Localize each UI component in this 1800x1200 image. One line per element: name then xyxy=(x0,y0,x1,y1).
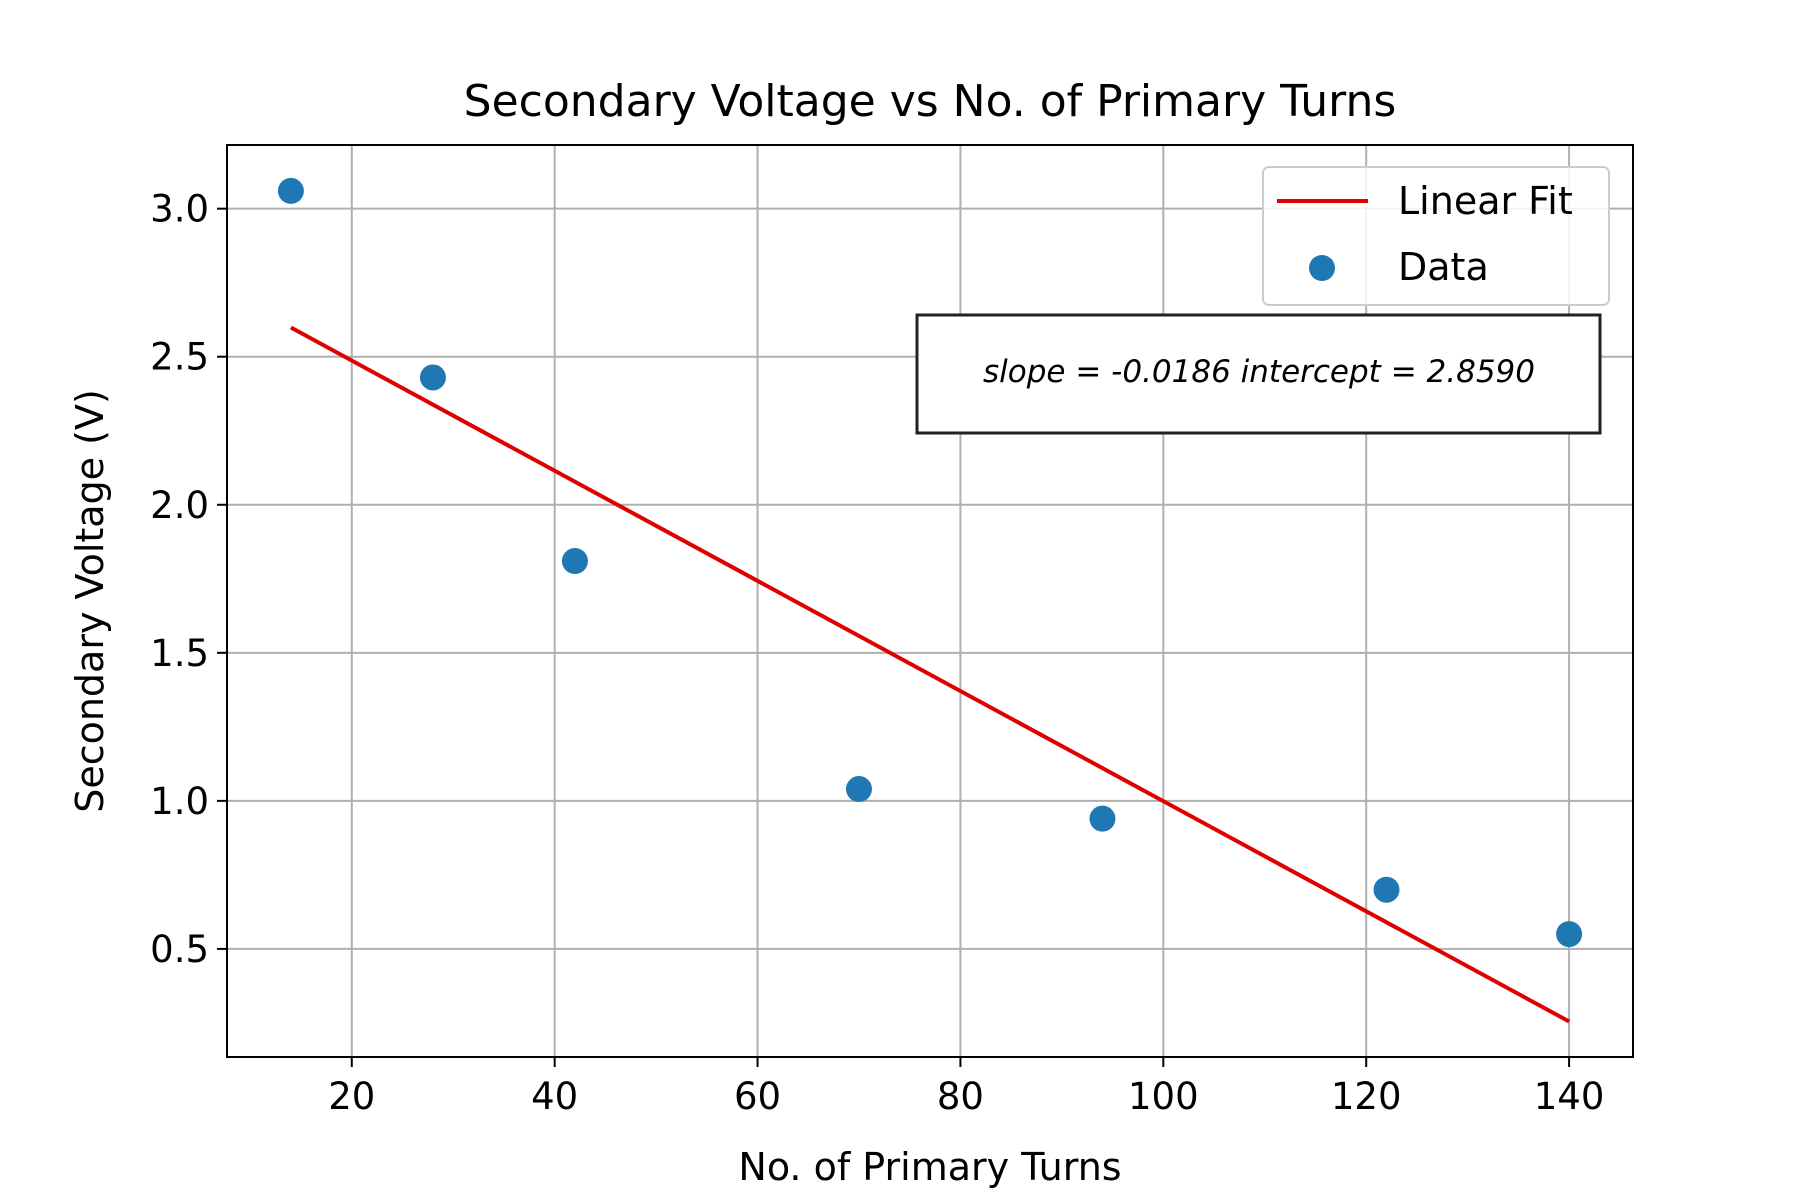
data-point xyxy=(277,177,304,204)
points xyxy=(277,177,1583,948)
x-tick-label: 20 xyxy=(328,1075,375,1118)
x-tick-label: 100 xyxy=(1128,1075,1199,1118)
data-point xyxy=(1373,876,1400,903)
x-axis-label: No. of Primary Turns xyxy=(738,1145,1121,1189)
data-point xyxy=(1089,805,1116,832)
data-point xyxy=(419,364,446,391)
y-ticks: 0.5 1.0 1.5 2.0 2.5 3.0 xyxy=(150,188,227,971)
y-tick-label: 3.0 xyxy=(150,188,209,231)
y-tick-label: 2.5 xyxy=(150,336,209,379)
data-point xyxy=(1556,921,1583,948)
legend-marker-swatch xyxy=(1309,255,1335,281)
legend: Linear Fit Data xyxy=(1262,166,1610,306)
fit-annotation: slope = -0.0186 intercept = 2.8590 xyxy=(983,354,1535,390)
legend-entry-data: Data xyxy=(1398,245,1489,289)
y-axis-label: Secondary Voltage (V) xyxy=(68,389,112,813)
annotation-box: slope = -0.0186 intercept = 2.8590 xyxy=(915,313,1602,435)
x-tick-label: 80 xyxy=(937,1075,984,1118)
data-point xyxy=(561,548,588,575)
x-tick-label: 120 xyxy=(1331,1075,1402,1118)
x-tick-label: 40 xyxy=(531,1075,578,1118)
legend-entry-linear-fit: Linear Fit xyxy=(1398,179,1573,223)
fit-layer xyxy=(289,325,1571,1024)
y-tick-label: 2.0 xyxy=(150,484,209,527)
x-tick-label: 140 xyxy=(1534,1075,1605,1118)
y-tick-label: 1.5 xyxy=(150,632,209,675)
fit-line xyxy=(289,325,1571,1024)
y-tick-label: 1.0 xyxy=(150,780,209,823)
grid xyxy=(227,145,1633,1057)
data-point xyxy=(845,776,872,803)
x-tick-label: 60 xyxy=(734,1075,781,1118)
y-tick-label: 0.5 xyxy=(150,928,209,971)
annotation-frame xyxy=(915,313,1602,435)
plot-frame xyxy=(226,144,1634,1058)
chart-title: Secondary Voltage vs No. of Primary Turn… xyxy=(464,76,1397,127)
x-ticks: 20 40 60 80 100 120 140 xyxy=(328,1057,1604,1118)
